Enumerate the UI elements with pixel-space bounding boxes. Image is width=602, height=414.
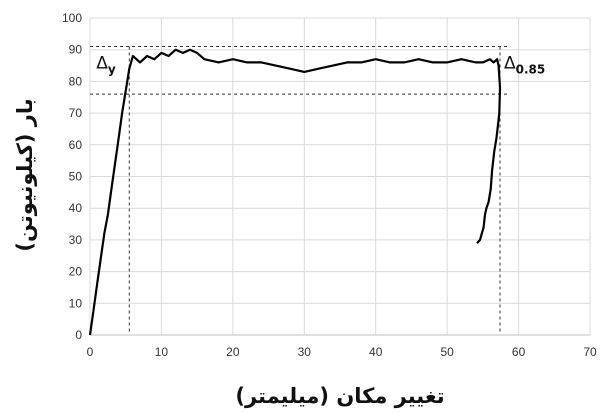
x-tick-label: 70 <box>583 345 597 359</box>
y-tick-label: 20 <box>69 265 83 279</box>
x-tick-label: 10 <box>155 345 169 359</box>
y-tick-label: 50 <box>69 170 83 184</box>
reference-lines <box>90 46 508 335</box>
y-tick-label: 80 <box>69 74 83 88</box>
tick-labels: 0 10 20 30 40 50 60 70 80 90 100 0 10 20 30 40 50 60 70 <box>62 11 597 359</box>
y-tick-label: 60 <box>69 138 83 152</box>
y-tick-label: 40 <box>69 201 83 215</box>
x-tick-label: 30 <box>298 345 312 359</box>
y-tick-label: 0 <box>75 328 82 342</box>
x-tick-label: 50 <box>440 345 454 359</box>
y-tick-label: 70 <box>69 106 83 120</box>
annotations: Δy Δ0.85 <box>96 54 545 77</box>
y-tick-label: 10 <box>69 296 83 310</box>
delta-y-annotation: Δy <box>96 54 116 77</box>
x-tick-label: 60 <box>512 345 526 359</box>
grid <box>89 17 591 336</box>
delta-085-annotation: Δ0.85 <box>504 54 545 77</box>
y-tick-label: 30 <box>69 233 83 247</box>
y-tick-label: 100 <box>62 11 82 25</box>
y-axis-title: بار (کیلونیوتن) <box>13 98 37 251</box>
x-axis-title: تغییر مکان (میلیمتر) <box>235 384 444 408</box>
y-tick-label: 90 <box>69 43 83 57</box>
x-tick-label: 0 <box>87 345 94 359</box>
x-tick-label: 40 <box>369 345 383 359</box>
series <box>88 48 502 336</box>
series-line <box>88 48 502 336</box>
x-tick-label: 20 <box>226 345 240 359</box>
